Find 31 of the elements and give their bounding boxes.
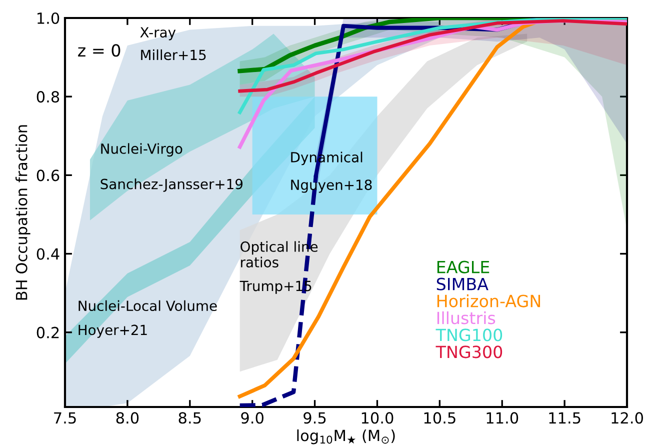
x-tick-label: 10.5 <box>424 412 456 424</box>
x-axis-title: log$_{10}$M$_{★}$ (M$_{⊙}$) <box>297 429 395 444</box>
text: TNG300 <box>436 346 502 358</box>
annotation: Nuclei-Local Volume <box>78 300 217 312</box>
y-tick-label: 0.2 <box>36 326 59 338</box>
annotation: Sanchez-Jansser+19 <box>100 178 243 192</box>
annotation: Nguyen+18 <box>291 180 372 193</box>
y-tick-label: 1.0 <box>38 12 60 24</box>
text: EAGLE <box>437 260 490 274</box>
annotation: z = 0 <box>78 44 120 57</box>
y-tick-label: 0.8 <box>36 91 60 103</box>
x-tick-label: 10.0 <box>362 412 394 424</box>
x-tick-label: 9.5 <box>304 412 326 424</box>
y-tick-label: 0.6 <box>36 170 60 182</box>
text: SIMBA <box>436 278 488 290</box>
y-tick-label: 0.4 <box>36 248 60 260</box>
x-tick-label: 7.5 <box>54 412 76 424</box>
x-tick-label: 11.0 <box>486 412 518 424</box>
x-tick-label: 9.0 <box>241 412 264 424</box>
text: TNG100 <box>436 328 502 342</box>
x-tick-label: 11.5 <box>549 412 580 424</box>
annotation: Nuclei-Virgo <box>101 143 182 157</box>
x-tick-label: 8.0 <box>116 412 139 424</box>
annotation: Miller+15 <box>141 49 206 60</box>
annotation: Hoyer+21 <box>78 324 147 338</box>
y-axis-title: BH Occupation fraction <box>16 125 30 300</box>
x-tick-label: 12.0 <box>612 412 643 424</box>
text: Horizon-AGN <box>437 294 540 308</box>
text: Illustris <box>437 311 496 324</box>
x-tick-label: 8.5 <box>178 412 201 424</box>
annotation: X-ray <box>140 27 176 40</box>
